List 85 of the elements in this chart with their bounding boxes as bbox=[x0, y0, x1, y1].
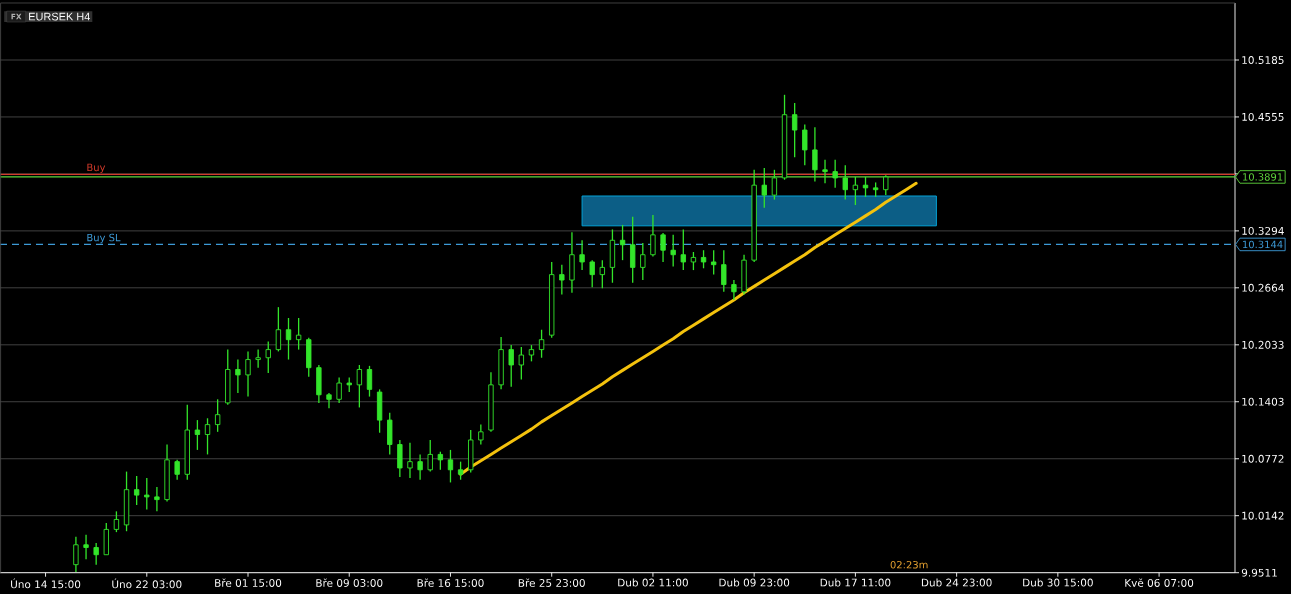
candlestick bbox=[204, 417, 211, 456]
y-tick-label: 10.0772 bbox=[1242, 454, 1284, 463]
y-tick-label: 10.2664 bbox=[1242, 283, 1284, 292]
x-tick-label: Dub 30 15:00 bbox=[1023, 578, 1093, 587]
text: 10.3144 bbox=[1243, 240, 1283, 249]
candlestick bbox=[700, 249, 707, 269]
candlestick bbox=[255, 348, 261, 369]
candlestick bbox=[194, 419, 201, 451]
candlestick bbox=[842, 164, 848, 201]
candlestick bbox=[508, 344, 514, 388]
candlestick bbox=[275, 306, 282, 353]
candlestick bbox=[214, 398, 221, 433]
x-tick-label: Bře 16 15:00 bbox=[417, 578, 484, 587]
candlestick bbox=[822, 159, 828, 184]
candlestick bbox=[245, 350, 251, 398]
y-tick-label: 10.2033 bbox=[1242, 340, 1284, 349]
candlestick bbox=[113, 510, 120, 533]
y-tick-label: 10.0142 bbox=[1242, 511, 1284, 520]
y-tick-label: 10.1403 bbox=[1242, 397, 1284, 406]
candlestick bbox=[589, 259, 595, 288]
x-tick-label: Úno 22 03:00 bbox=[112, 578, 182, 589]
y-tick-label: 9.9511 bbox=[1241, 568, 1277, 577]
x-tick-label: Bře 25 23:00 bbox=[518, 578, 585, 587]
candlestick bbox=[538, 329, 545, 359]
x-tick-label: Bře 09 03:00 bbox=[316, 578, 383, 587]
candlestick bbox=[640, 242, 646, 281]
candlestick bbox=[660, 232, 666, 263]
candlestick bbox=[265, 340, 271, 374]
candlestick bbox=[144, 477, 150, 511]
candlestick bbox=[93, 542, 99, 566]
x-tick-label: Dub 09 23:00 bbox=[719, 578, 790, 587]
candlestick bbox=[457, 461, 464, 481]
candlestick bbox=[397, 439, 403, 478]
candlestick bbox=[427, 439, 433, 473]
candlestick bbox=[599, 259, 605, 289]
candlestick bbox=[478, 423, 484, 446]
x-tick-label: Úno 14 15:00 bbox=[11, 578, 81, 589]
candlestick bbox=[235, 358, 241, 394]
candlestick bbox=[154, 486, 160, 512]
candlestick bbox=[711, 249, 717, 276]
candlestick bbox=[174, 459, 180, 481]
candlestick bbox=[447, 449, 454, 484]
candlestick bbox=[721, 249, 727, 293]
candlestick bbox=[356, 364, 363, 409]
candlestick bbox=[670, 234, 676, 268]
candlestick bbox=[731, 279, 737, 301]
candlestick bbox=[812, 126, 818, 183]
text: 10.3891 bbox=[1243, 173, 1283, 181]
candlestick bbox=[680, 228, 686, 271]
candlestick bbox=[791, 102, 798, 158]
candlestick bbox=[285, 317, 292, 361]
candlestick bbox=[326, 392, 332, 409]
candlestick bbox=[559, 264, 565, 296]
candlestick bbox=[295, 317, 302, 351]
candlestick bbox=[650, 214, 656, 258]
candlestick bbox=[802, 123, 808, 166]
x-tick-label: Dub 17 11:00 bbox=[820, 578, 891, 587]
candlestick bbox=[579, 239, 585, 271]
candlestick bbox=[862, 176, 869, 198]
y-tick-label: 10.4555 bbox=[1242, 112, 1284, 121]
candlestick bbox=[883, 174, 889, 196]
candlestick bbox=[690, 251, 697, 271]
candlestick bbox=[336, 376, 342, 404]
candlestick bbox=[761, 167, 767, 209]
candlestick bbox=[366, 365, 373, 398]
candlestick bbox=[518, 346, 525, 381]
candlestick bbox=[771, 169, 778, 201]
x-tick-label: Dub 24 23:00 bbox=[921, 578, 992, 587]
text: EURSEK H4 bbox=[29, 12, 90, 21]
x-tick-label: Bře 01 15:00 bbox=[215, 578, 282, 587]
y-tick-label: 10.5185 bbox=[1242, 56, 1284, 64]
candlestick bbox=[133, 475, 140, 506]
candlestick bbox=[407, 442, 413, 479]
candlestick bbox=[417, 453, 423, 481]
annotation: 02:23m bbox=[890, 560, 928, 569]
candlestick bbox=[437, 451, 444, 471]
candlestick bbox=[73, 536, 79, 573]
ref-line-label: Buy SL bbox=[87, 233, 121, 244]
candlestick bbox=[630, 216, 636, 284]
x-tick-label: Kvě 06 07:00 bbox=[1125, 578, 1194, 587]
x-tick-label: Dub 02 11:00 bbox=[618, 578, 688, 587]
candlestick bbox=[83, 534, 89, 560]
candlestick bbox=[832, 159, 838, 189]
y-tick-label: 10.3294 bbox=[1242, 226, 1284, 235]
ref-line-label: Buy bbox=[87, 163, 106, 174]
